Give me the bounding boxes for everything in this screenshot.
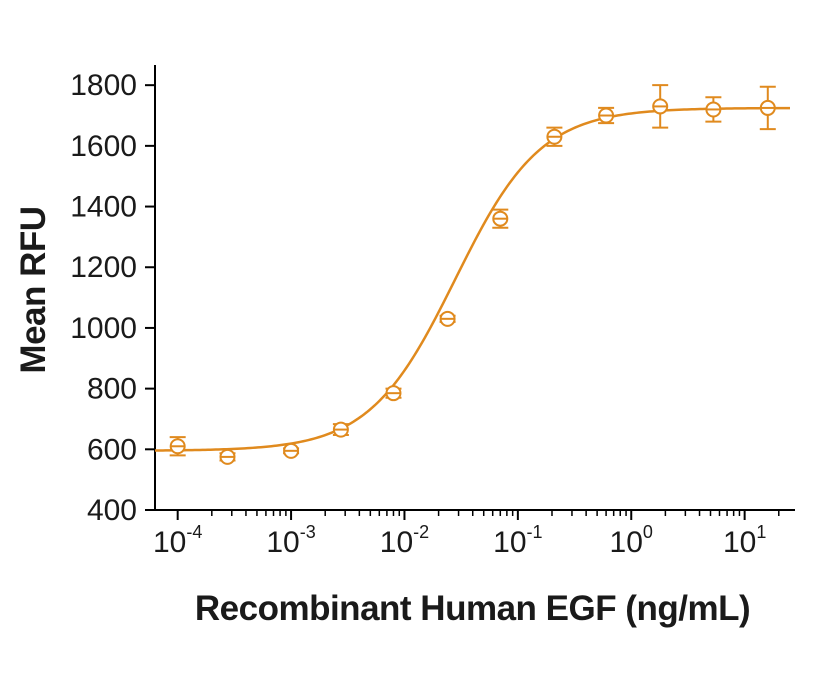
y-axis-label: Mean RFU — [14, 206, 53, 373]
y-tick-label: 1800 — [70, 69, 137, 102]
y-tick-label: 800 — [87, 373, 137, 406]
y-tick-label: 400 — [87, 494, 137, 527]
chart-container: 40060080010001200140016001800Mean RFU10-… — [0, 0, 838, 685]
y-tick-label: 1000 — [70, 312, 137, 345]
y-tick-label: 600 — [87, 433, 137, 466]
y-tick-label: 1600 — [70, 130, 137, 163]
x-axis-label: Recombinant Human EGF (ng/mL) — [195, 589, 750, 628]
chart-svg: 40060080010001200140016001800Mean RFU10-… — [0, 0, 838, 685]
y-tick-label: 1400 — [70, 191, 137, 224]
y-tick-label: 1200 — [70, 251, 137, 284]
